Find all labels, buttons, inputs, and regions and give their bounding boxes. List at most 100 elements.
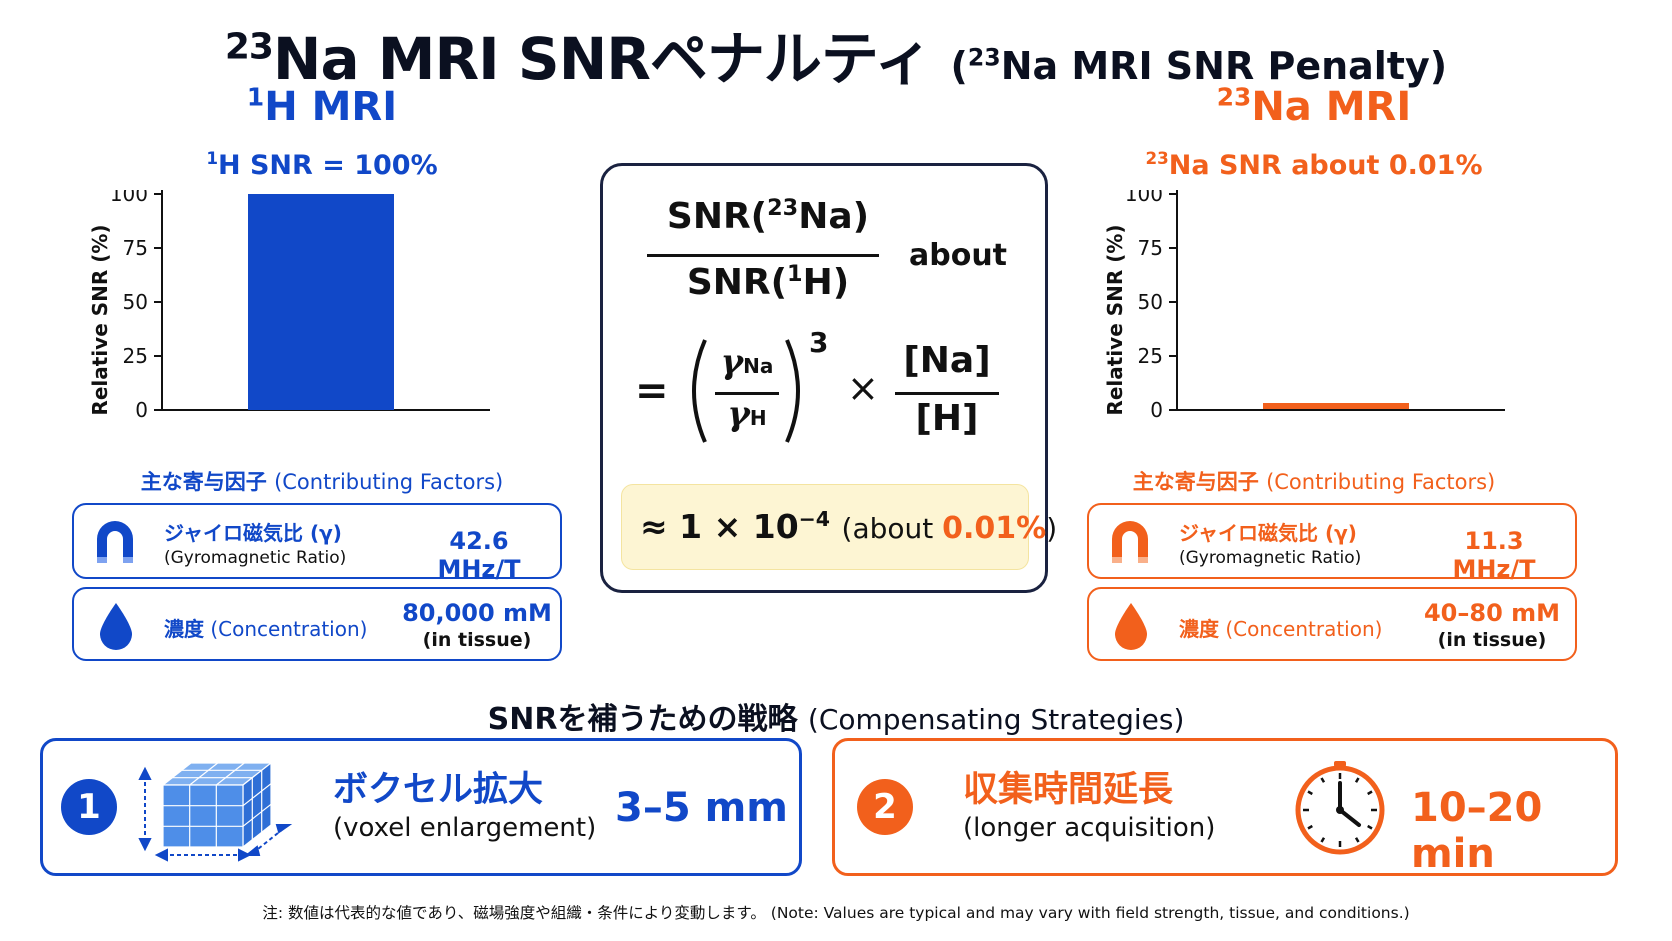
- left-factor-conc: 濃度 (Concentration) 80,000 mM (in tissue): [72, 587, 562, 661]
- right-gyro-name-ja: ジャイロ磁気比 (γ): [1179, 521, 1357, 545]
- right-conc-note: (in tissue): [1437, 629, 1547, 651]
- approx-close: ): [1046, 512, 1058, 545]
- right-chart-ytick-label-0: 0: [1150, 398, 1163, 422]
- right-gyro-value: 11.3 MHz/T: [1452, 527, 1536, 583]
- left-chart-ytick-label-0: 0: [135, 398, 148, 422]
- right-chart-ytick-label-1: 25: [1138, 344, 1163, 368]
- right-heading-text: Na MRI: [1251, 84, 1412, 130]
- title-sub-superscript: 23: [967, 43, 1001, 72]
- left-chart-ytick-label-4: 100: [110, 190, 148, 206]
- left-gyro-name-en: (Gyromagnetic Ratio): [164, 548, 347, 568]
- strategy-voxel-value: 3–5 mm: [615, 785, 788, 831]
- page-title: 23Na MRI SNRペナルティ (23Na MRI SNR Penalty): [0, 12, 1672, 96]
- right-conc-name-en: (Concentration): [1225, 617, 1383, 641]
- strategy-number-1: 1: [61, 779, 117, 835]
- right-chart-ytick-label-3: 75: [1138, 236, 1163, 260]
- formula-numerator-end: Na): [798, 196, 870, 237]
- voxel-cube-icon: [138, 761, 293, 862]
- right-snr-sup: 23: [1145, 148, 1169, 168]
- strategy-acquisition: 2 収集時間延長 (longer acquisition) 10–20 min: [832, 738, 1618, 877]
- right-factors-title: 主な寄与因子 (Contributing Factors): [1054, 466, 1574, 496]
- gamma-na-symbol: γ: [720, 342, 744, 382]
- magnet-icon: γ: [97, 521, 133, 563]
- strategies-title-en: (Compensating Strategies): [807, 703, 1185, 736]
- approx-prefix: ≈ 1 × 10: [640, 507, 799, 546]
- right-conc-value-text: 40–80 mM: [1423, 599, 1561, 627]
- right-chart-ytick-label-4: 100: [1125, 190, 1163, 206]
- right-factor-conc: 濃度 (Concentration) 40–80 mM (in tissue): [1087, 587, 1577, 661]
- left-heading-text: H MRI: [264, 84, 398, 130]
- approx-text: ≈ 1 × 10−4 (about 0.01%): [640, 507, 1057, 546]
- formula-numerator: SNR(23Na): [657, 196, 879, 237]
- approx-exponent: −4: [798, 507, 831, 531]
- left-snr-sup: 1: [206, 148, 218, 168]
- left-snr-label: 1H SNR = 100%: [62, 150, 582, 181]
- title-sub: Na MRI SNR Penalty): [1000, 44, 1448, 88]
- formula-denominator: SNR(1H): [657, 262, 879, 303]
- left-conc-name: 濃度 (Concentration): [164, 613, 367, 642]
- left-chart-ytick-label-1: 25: [123, 344, 148, 368]
- gamma-na-sub: Na: [743, 354, 774, 378]
- right-paren-icon: [785, 339, 800, 443]
- formula-equals: =: [635, 368, 669, 414]
- gamma-h: γH: [715, 394, 779, 434]
- left-factors-title-ja: 主な寄与因子: [140, 470, 267, 494]
- conc-h: [H]: [915, 398, 979, 439]
- formula-fraction-bar: [647, 254, 879, 257]
- right-chart-bar-0: [1263, 403, 1409, 409]
- strategy-voxel: 1 ボクセル拡大 (voxel enlargement) 3–5 mm: [40, 738, 802, 876]
- formula-about: about: [909, 238, 1008, 273]
- gamma-h-sub: H: [749, 406, 767, 430]
- left-gyro-value: 42.6 MHz/T: [437, 527, 521, 583]
- gamma-na: γNa: [715, 342, 779, 382]
- formula-times: ×: [847, 366, 879, 410]
- left-chart-ytick-label-2: 50: [123, 290, 148, 314]
- svg-text:γ: γ: [1126, 532, 1134, 547]
- strategy-acq-value: 10–20 min: [1411, 785, 1543, 877]
- footnote: 注: 数値は代表的な値であり、磁場強度や組織・条件により変動します。 (Note…: [262, 904, 1410, 922]
- formula-numerator-sup: 23: [767, 195, 799, 221]
- conc-fraction-bar: [895, 392, 999, 395]
- right-conc-value: 40–80 mM (in tissue): [1407, 599, 1577, 651]
- left-gyro-name: ジャイロ磁気比 (γ) (Gyromagnetic Ratio): [164, 517, 346, 568]
- title-main: Na MRI SNRペナルティ: [272, 25, 933, 93]
- strategy-voxel-name: ボクセル拡大: [333, 770, 544, 810]
- right-chart-ytick-label-2: 50: [1138, 290, 1163, 314]
- svg-text:γ: γ: [111, 532, 119, 547]
- approx-box: ≈ 1 × 10−4 (about 0.01%): [621, 484, 1057, 570]
- left-chart-svg: 0 25 50 75 100: [110, 190, 490, 422]
- left-chart-ytick-label-3: 75: [123, 236, 148, 260]
- right-chart-svg: 0 25 50 75 100: [1125, 190, 1505, 422]
- strategy-acq-name: 収集時間延長: [963, 770, 1174, 810]
- strategy-acq-name-en: (longer acquisition): [963, 813, 1216, 843]
- right-bar-chart: Relative SNR (%) 0 25 50 75 100: [1085, 190, 1525, 450]
- left-conc-name-en: (Concentration): [210, 617, 368, 641]
- gamma-h-symbol: γ: [727, 394, 750, 434]
- left-bar-chart: Relative SNR (%) 0 25 50 75 100: [70, 190, 510, 450]
- left-conc-note: (in tissue): [422, 629, 532, 651]
- left-heading-sup: 1: [246, 82, 265, 112]
- title-superscript: 23: [224, 26, 274, 68]
- right-gyro-name-en: (Gyromagnetic Ratio): [1179, 548, 1362, 568]
- right-gyro-name: ジャイロ磁気比 (γ) (Gyromagnetic Ratio): [1179, 517, 1361, 568]
- right-heading-sup: 23: [1216, 82, 1252, 112]
- drop-icon: [1115, 603, 1147, 650]
- right-snr-text: Na SNR about 0.01%: [1168, 150, 1483, 181]
- left-factors-title-en: (Contributing Factors): [274, 470, 504, 494]
- formula-denominator-sup: 1: [787, 261, 803, 287]
- formula-box: SNR(23Na) SNR(1H) about = γNa γH 3 × [Na…: [600, 163, 1057, 593]
- strategy-voxel-name-en: (voxel enlargement): [333, 813, 597, 843]
- formula-power: 3: [809, 326, 829, 359]
- formula-denominator-end: H): [802, 262, 850, 303]
- left-factor-gyro: γ ジャイロ磁気比 (γ) (Gyromagnetic Ratio) 42.6 M…: [72, 503, 562, 583]
- left-chart-bar-0: [248, 194, 394, 410]
- strategy-number-2: 2: [857, 779, 913, 835]
- drop-icon: [100, 603, 132, 650]
- left-conc-value-text: 80,000 mM: [402, 599, 552, 627]
- right-heading: 23Na MRI: [1054, 84, 1574, 130]
- left-paren-icon: [692, 339, 707, 443]
- formula-numerator-text: SNR(: [666, 196, 768, 237]
- conc-na: [Na]: [903, 340, 991, 381]
- approx-percent: 0.01%: [942, 511, 1047, 546]
- right-snr-label: 23Na SNR about 0.01%: [1054, 150, 1574, 181]
